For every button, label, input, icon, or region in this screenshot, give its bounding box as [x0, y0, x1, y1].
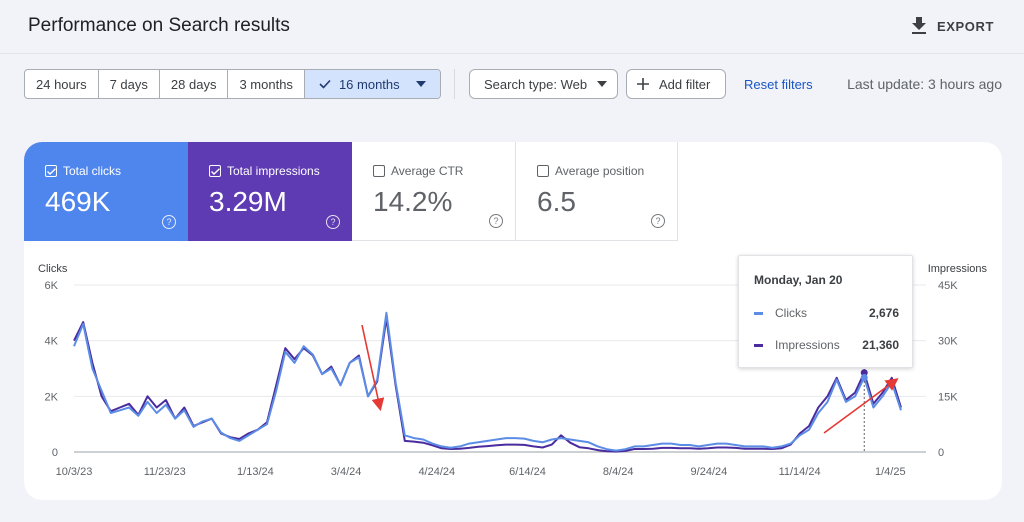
performance-chart[interactable]: 0 2K 4K 6K 0 15K 30K 45K Clicks Impressions 10/3/2…: [24, 142, 1002, 500]
metric-total-impressions[interactable]: Total impressions 3.29M ?: [188, 142, 352, 241]
add-filter-label: Add filter: [659, 76, 711, 92]
help-icon[interactable]: ?: [489, 214, 503, 228]
checkbox-checked-icon: [209, 165, 221, 177]
range-16-months[interactable]: 16 months: [304, 70, 440, 98]
help-icon[interactable]: ?: [162, 215, 176, 229]
range-28-days[interactable]: 28 days: [160, 70, 229, 98]
date-range-selector: 24 hours 7 days 28 days 3 months 16 mont…: [24, 69, 441, 99]
clicks-series-line: [73, 311, 902, 452]
right-axis-title: Impressions: [928, 263, 988, 275]
add-filter-button[interactable]: Add filter: [626, 69, 726, 99]
checkbox-checked-icon: [45, 165, 57, 177]
x-tick-label: 9/24/24: [691, 466, 728, 478]
search-type-dropdown[interactable]: Search type: Web: [469, 69, 618, 99]
annotation-arrow-down: [361, 324, 385, 412]
plus-icon: [637, 78, 649, 90]
check-icon: [319, 79, 331, 89]
metric-average-position[interactable]: Average position 6.5 ?: [516, 142, 678, 241]
range-label: 3 months: [239, 76, 293, 92]
export-label: EXPORT: [936, 18, 994, 34]
impressions-hover-point: [860, 369, 868, 377]
metric-label: Total impressions: [227, 164, 320, 178]
x-tick-label: 6/14/24: [509, 466, 546, 478]
x-tick-label: 3/4/24: [331, 466, 362, 478]
caret-down-icon: [415, 81, 426, 87]
tooltip-clicks-label: Clicks: [775, 306, 807, 320]
tooltip-date: Monday, Jan 20: [754, 273, 843, 287]
left-tick-label: 6K: [45, 280, 59, 292]
right-tick-label: 15K: [938, 391, 958, 403]
range-label: 16 months: [338, 76, 400, 92]
tooltip-row-impressions: Impressions 21,360: [754, 338, 899, 352]
tooltip-clicks-value: 2,676: [868, 306, 899, 320]
chart-tooltip: Monday, Jan 20 Clicks 2,676 Impressions …: [738, 255, 913, 368]
metric-value: 3.29M: [209, 186, 287, 217]
search-type-label: Search type: Web: [484, 76, 588, 92]
left-tick-label: 4K: [45, 336, 59, 348]
metric-value: 6.5: [537, 186, 576, 217]
caret-down-icon: [597, 81, 608, 87]
left-axis-title: Clicks: [38, 263, 68, 275]
page-title: Performance on Search results: [28, 15, 290, 36]
export-button[interactable]: EXPORT: [911, 14, 994, 38]
range-label: 28 days: [170, 76, 217, 92]
last-update-text: Last update: 3 hours ago: [847, 76, 1002, 92]
clicks-hover-point: [860, 374, 868, 382]
checkbox-unchecked-icon: [373, 165, 385, 177]
metric-label-row: Average position: [537, 164, 644, 178]
x-tick-label: 4/24/24: [418, 466, 455, 478]
metric-label-row: Total clicks: [45, 164, 121, 178]
impressions-swatch: [754, 343, 763, 347]
range-24-hours[interactable]: 24 hours: [25, 70, 99, 98]
toolbar-divider: [454, 69, 455, 99]
help-icon[interactable]: ?: [651, 214, 665, 228]
metric-average-ctr[interactable]: Average CTR 14.2% ?: [352, 142, 516, 241]
annotation-arrow-up: [823, 378, 899, 434]
checkbox-unchecked-icon: [537, 165, 549, 177]
metric-label-row: Total impressions: [209, 164, 320, 178]
tooltip-impressions-label: Impressions: [775, 338, 840, 352]
x-tick-label: 10/3/23: [56, 466, 93, 478]
right-tick-label: 45K: [938, 280, 958, 292]
help-icon[interactable]: ?: [326, 215, 340, 229]
tooltip-impressions-value: 21,360: [862, 338, 899, 352]
x-tick-label: 11/23/23: [144, 466, 186, 478]
reset-filters-link[interactable]: Reset filters: [744, 77, 813, 92]
tooltip-row-clicks: Clicks 2,676: [754, 306, 899, 320]
range-3-months[interactable]: 3 months: [228, 70, 305, 98]
x-tick-label: 8/4/24: [603, 466, 634, 478]
clicks-swatch: [754, 311, 763, 315]
x-tick-label: 1/4/25: [875, 466, 906, 478]
metric-label: Average position: [555, 164, 645, 178]
metric-value: 469K: [45, 186, 111, 217]
range-label: 24 hours: [36, 76, 87, 92]
x-tick-label: 1/13/24: [237, 466, 274, 478]
right-tick-label: 0: [938, 447, 944, 459]
metric-value: 14.2%: [373, 186, 453, 217]
range-label: 7 days: [109, 76, 148, 92]
range-7-days[interactable]: 7 days: [99, 70, 160, 98]
download-icon: [911, 17, 926, 34]
metric-label-row: Average CTR: [373, 164, 463, 178]
metric-label: Total clicks: [63, 164, 122, 178]
left-tick-label: 2K: [45, 391, 59, 403]
page-header: Performance on Search results EXPORT: [0, 0, 1024, 54]
right-tick-label: 30K: [938, 336, 958, 348]
left-tick-label: 0: [52, 447, 58, 459]
x-tick-label: 11/14/24: [779, 466, 821, 478]
metric-label: Average CTR: [391, 164, 464, 178]
metric-total-clicks[interactable]: Total clicks 469K ?: [24, 142, 188, 241]
